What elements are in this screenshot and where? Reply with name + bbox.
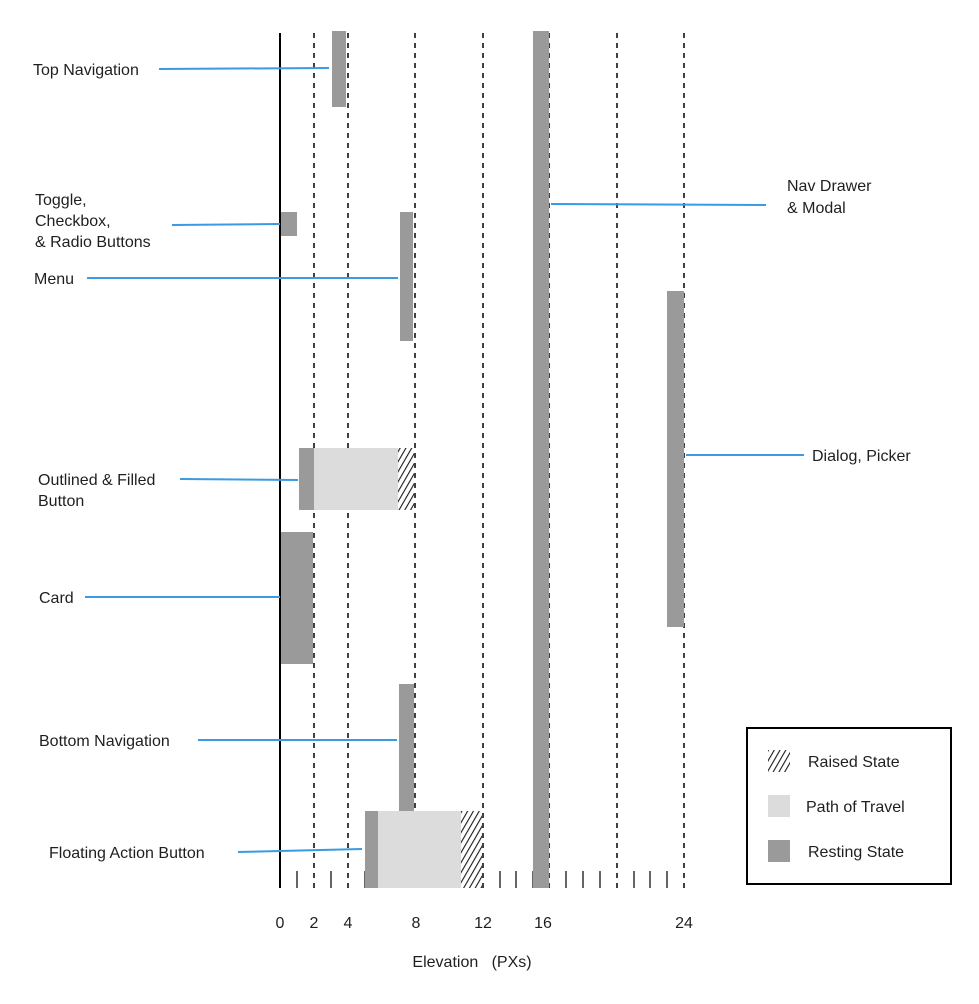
component-outlined-filled-button: Outlined & Filled Button (38, 448, 414, 510)
path-of-travel-swatch-icon (768, 795, 790, 817)
resting-state-bar (332, 31, 346, 107)
component-menu: Menu (34, 212, 413, 341)
leader-line (158, 67, 330, 70)
resting-state-bar (400, 212, 413, 341)
component-label: Menu (34, 271, 74, 288)
legend-label-path: Path of Travel (806, 799, 905, 816)
path-of-travel-bar (314, 448, 398, 510)
leader-line (550, 203, 767, 206)
component-dialog-picker: Dialog, Picker (667, 291, 911, 627)
tick-label-2: 2 (310, 915, 319, 932)
component-label: Toggle, Checkbox, & Radio Buttons (35, 192, 151, 251)
legend: Raised State Path of Travel Resting Stat… (746, 727, 952, 885)
component-toggle-checkbox-radio: Toggle, Checkbox, & Radio Buttons (35, 192, 297, 251)
component-label: Top Navigation (33, 62, 139, 79)
legend-label-raised: Raised State (808, 754, 900, 771)
resting-state-bar (399, 684, 414, 812)
component-bottom-navigation: Bottom Navigation (39, 684, 414, 812)
tick-label-8: 8 (412, 915, 421, 932)
raised-state-bar (398, 448, 414, 510)
tick-label-4: 4 (344, 915, 353, 932)
legend-label-resting: Resting State (808, 844, 904, 861)
component-nav-drawer-modal: Nav Drawer & Modal (533, 31, 876, 888)
leader-line (171, 223, 281, 226)
leader-line (179, 478, 299, 481)
tick-label-12: 12 (474, 915, 492, 932)
tick-label-0: 0 (276, 915, 285, 932)
axis-title: Elevation (PXs) (412, 954, 531, 971)
resting-state-bar (281, 212, 297, 236)
resting-state-bar (299, 448, 314, 510)
resting-state-bar (365, 811, 378, 888)
component-label: Outlined & Filled Button (38, 472, 160, 510)
path-of-travel-bar (378, 811, 461, 888)
resting-state-bar (533, 31, 549, 888)
resting-state-swatch-icon (768, 840, 790, 862)
component-floating-action-button: Floating Action Button (49, 811, 482, 888)
component-label: Floating Action Button (49, 845, 205, 862)
raised-state-swatch-icon (768, 750, 790, 772)
component-label: Card (39, 590, 74, 607)
resting-state-bar (667, 291, 684, 627)
tick-label-24: 24 (675, 915, 693, 932)
component-label: Nav Drawer & Modal (787, 178, 876, 217)
raised-state-bar (461, 811, 482, 888)
component-top-navigation: Top Navigation (33, 31, 346, 107)
component-label: Bottom Navigation (39, 733, 170, 750)
tick-labels: 0 2 4 8 12 16 24 (276, 915, 693, 932)
component-card: Card (39, 532, 313, 664)
component-label: Dialog, Picker (812, 448, 911, 465)
leader-line (237, 848, 363, 853)
resting-state-bar (281, 532, 313, 664)
tick-label-16: 16 (534, 915, 552, 932)
